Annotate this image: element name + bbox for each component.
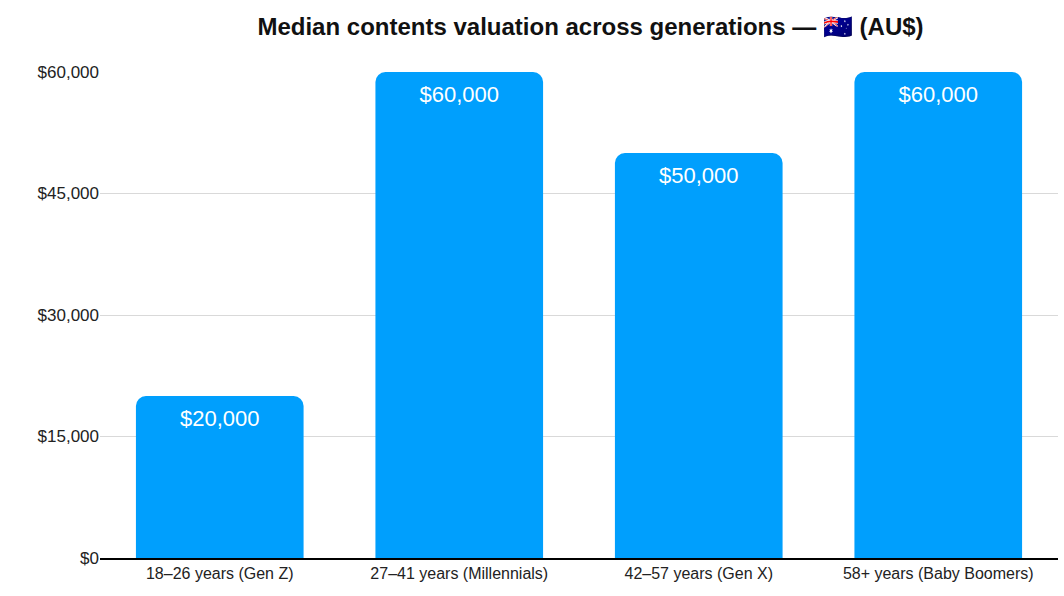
- svg-text:$50,000: $50,000: [659, 163, 739, 188]
- svg-text:$0: $0: [80, 549, 99, 568]
- svg-text:$60,000: $60,000: [419, 82, 499, 107]
- svg-text:Median contents valuation acro: Median contents valuation across generat…: [257, 13, 923, 40]
- svg-text:42–57 years (Gen X): 42–57 years (Gen X): [624, 565, 773, 582]
- svg-text:18–26 years (Gen Z): 18–26 years (Gen Z): [146, 565, 294, 582]
- svg-text:$60,000: $60,000: [898, 82, 978, 107]
- svg-text:58+ years (Baby Boomers): 58+ years (Baby Boomers): [843, 565, 1034, 582]
- svg-text:$15,000: $15,000: [38, 427, 99, 446]
- svg-text:$60,000: $60,000: [38, 63, 99, 82]
- svg-text:27–41 years (Millennials): 27–41 years (Millennials): [370, 565, 548, 582]
- svg-text:$30,000: $30,000: [38, 306, 99, 325]
- svg-text:$45,000: $45,000: [38, 184, 99, 203]
- svg-text:$20,000: $20,000: [180, 406, 260, 431]
